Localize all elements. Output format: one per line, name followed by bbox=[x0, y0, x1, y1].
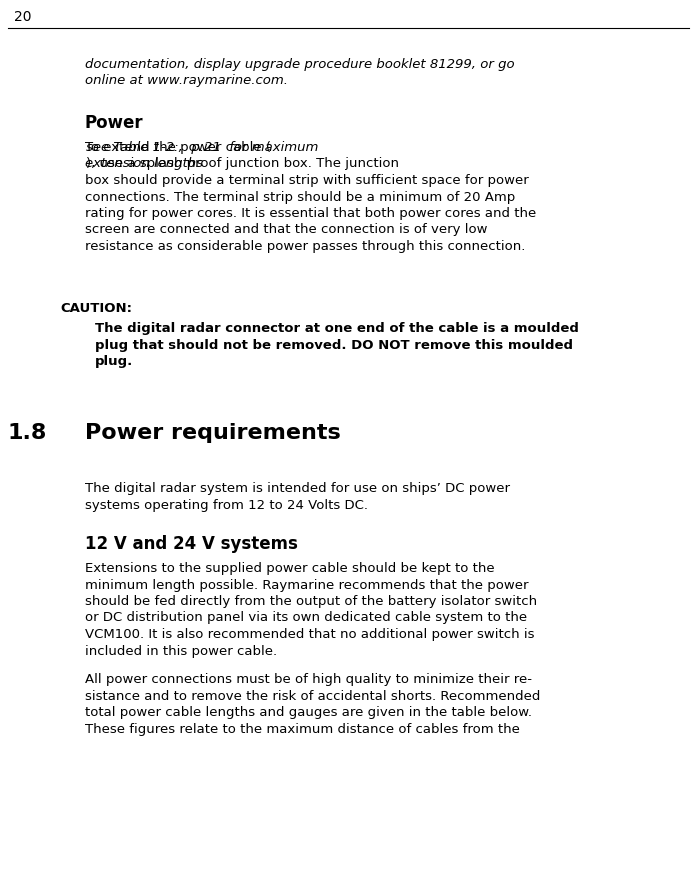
Text: see Table 1-2:,  p.21  for maximum: see Table 1-2:, p.21 for maximum bbox=[86, 141, 319, 154]
Text: included in this power cable.: included in this power cable. bbox=[85, 644, 277, 658]
Text: Power: Power bbox=[85, 114, 144, 132]
Text: extension lengths: extension lengths bbox=[85, 157, 203, 171]
Text: To extend the power cable (: To extend the power cable ( bbox=[85, 141, 271, 154]
Text: sistance and to remove the risk of accidental shorts. Recommended: sistance and to remove the risk of accid… bbox=[85, 690, 540, 703]
Text: plug.: plug. bbox=[95, 355, 133, 368]
Text: systems operating from 12 to 24 Volts DC.: systems operating from 12 to 24 Volts DC… bbox=[85, 499, 368, 512]
Text: plug that should not be removed. DO NOT remove this moulded: plug that should not be removed. DO NOT … bbox=[95, 339, 573, 352]
Text: 1.8: 1.8 bbox=[8, 423, 47, 443]
Text: documentation, display upgrade procedure booklet 81299, or go: documentation, display upgrade procedure… bbox=[85, 58, 514, 71]
Text: The digital radar system is intended for use on ships’ DC power: The digital radar system is intended for… bbox=[85, 482, 510, 495]
Text: connections. The terminal strip should be a minimum of 20 Amp: connections. The terminal strip should b… bbox=[85, 190, 515, 203]
Text: total power cable lengths and gauges are given in the table below.: total power cable lengths and gauges are… bbox=[85, 706, 532, 719]
Text: CAUTION:: CAUTION: bbox=[60, 302, 132, 315]
Text: Extensions to the supplied power cable should be kept to the: Extensions to the supplied power cable s… bbox=[85, 562, 495, 575]
Text: Power requirements: Power requirements bbox=[85, 423, 341, 443]
Text: minimum length possible. Raymarine recommends that the power: minimum length possible. Raymarine recom… bbox=[85, 578, 528, 591]
Text: resistance as considerable power passes through this connection.: resistance as considerable power passes … bbox=[85, 240, 526, 253]
Text: online at www.raymarine.com.: online at www.raymarine.com. bbox=[85, 74, 288, 87]
Text: All power connections must be of high quality to minimize their re-: All power connections must be of high qu… bbox=[85, 673, 532, 686]
Text: ), use a splash proof junction box. The junction: ), use a splash proof junction box. The … bbox=[86, 157, 399, 171]
Text: screen are connected and that the connection is of very low: screen are connected and that the connec… bbox=[85, 224, 487, 237]
Text: The digital radar connector at one end of the cable is a moulded: The digital radar connector at one end o… bbox=[95, 322, 579, 335]
Text: should be fed directly from the output of the battery isolator switch: should be fed directly from the output o… bbox=[85, 595, 537, 608]
Text: 12 V and 24 V systems: 12 V and 24 V systems bbox=[85, 535, 298, 553]
Text: or DC distribution panel via its own dedicated cable system to the: or DC distribution panel via its own ded… bbox=[85, 612, 527, 624]
Text: VCM100. It is also recommended that no additional power switch is: VCM100. It is also recommended that no a… bbox=[85, 628, 535, 641]
Text: 20: 20 bbox=[14, 10, 31, 24]
Text: These figures relate to the maximum distance of cables from the: These figures relate to the maximum dist… bbox=[85, 722, 520, 735]
Text: rating for power cores. It is essential that both power cores and the: rating for power cores. It is essential … bbox=[85, 207, 536, 220]
Text: box should provide a terminal strip with sufficient space for power: box should provide a terminal strip with… bbox=[85, 174, 529, 187]
